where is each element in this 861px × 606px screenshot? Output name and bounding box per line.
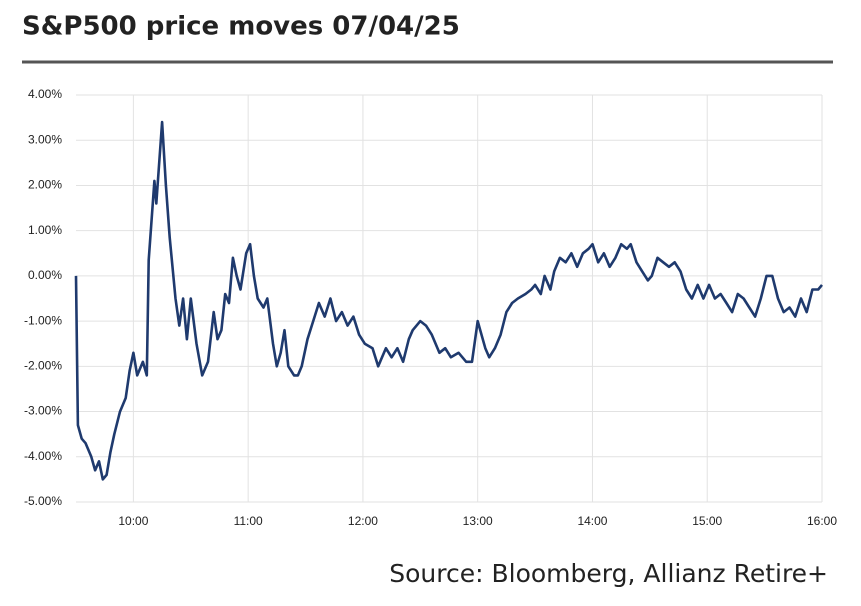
y-tick-label: -2.00% xyxy=(24,359,62,373)
x-tick-label: 15:00 xyxy=(692,514,722,528)
x-tick-label: 16:00 xyxy=(807,514,837,528)
y-tick-label: 4.00% xyxy=(28,87,62,101)
x-tick-label: 10:00 xyxy=(118,514,148,528)
x-tick-label: 13:00 xyxy=(463,514,493,528)
y-tick-label: -5.00% xyxy=(24,494,62,508)
chart-title: S&P500 price moves 07/04/25 xyxy=(22,12,460,42)
y-tick-label: -3.00% xyxy=(24,404,62,418)
y-tick-label: 0.00% xyxy=(28,268,62,282)
x-tick-label: 12:00 xyxy=(348,514,378,528)
source-note: Source: Bloomberg, Allianz Retire+ xyxy=(389,559,828,588)
y-tick-label: 2.00% xyxy=(28,178,62,192)
x-tick-label: 14:00 xyxy=(577,514,607,528)
x-tick-label: 11:00 xyxy=(234,514,263,528)
y-tick-label: -1.00% xyxy=(24,313,62,327)
y-tick-label: 1.00% xyxy=(28,223,62,237)
price-line xyxy=(74,120,824,481)
y-tick-label: -4.00% xyxy=(24,449,62,463)
y-tick-label: 3.00% xyxy=(28,132,62,146)
